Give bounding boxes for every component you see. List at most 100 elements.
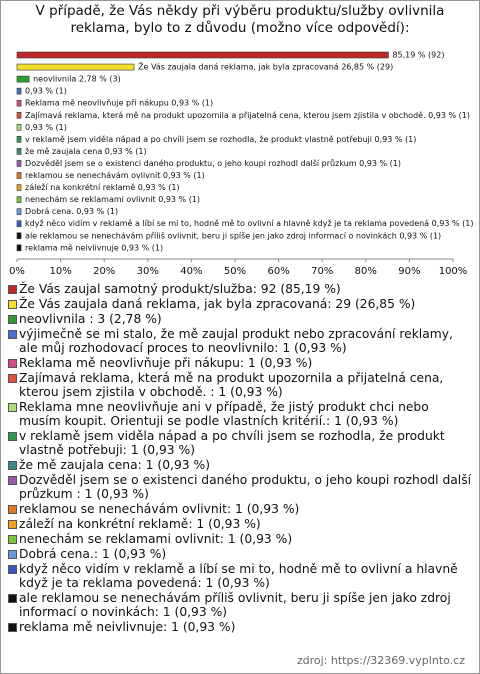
legend-label: v reklamě jsem viděla nápad a po chvíli … [19,429,445,457]
bar-label: Reklama mě neovlivňuje při nákupu 0,93 %… [25,98,213,108]
bar [16,51,389,59]
bar-label: když něco vidím v reklamě a líbí se mi t… [25,219,473,228]
legend-swatch [8,535,17,544]
bar [16,148,22,155]
legend-label: že mě zaujala cena: 1 (0,93 %) [19,458,210,472]
legend-swatch [8,594,17,603]
legend-label: Reklama mne neovlivňuje ani v případě, ž… [19,400,429,428]
bar-label: záleží na konkrétní reklamě 0,93 % (1) [25,182,180,192]
legend-swatch [8,565,17,574]
legend-label: Zajímavá reklama, která mě na produkt up… [19,371,444,399]
x-tick-label: 0% [9,266,25,277]
legend-label: Dozvěděl jsem se o existenci daného prod… [19,473,472,501]
bar-label: neovlivnila 2,78 % (3) [33,75,121,84]
bar [16,244,22,252]
legend-item: záleží na konkrétní reklamě: 1 (0,93 %) [7,517,473,531]
bar-label: 85,19 % (92) [392,51,444,60]
bar [16,87,22,95]
legend-label: když něco vidím v reklamě a líbí se mi t… [19,562,458,590]
x-tick-label: 90% [398,266,420,277]
chart: 0% 10% 20% 30% 40% 50% 60% 70% 80% 90% 100% 85,19 %… [9,51,473,278]
bar [16,99,22,107]
bar-label: ale reklamou se nenechávám příliš ovlivn… [25,230,441,240]
bar [16,184,22,191]
legend-item: Dozvěděl jsem se o existenci daného prod… [7,473,473,501]
source: zdroj: https://32369.vyplnto.cz [296,654,465,667]
legend-label: Že Vás zaujala daná reklama, jak byla zp… [19,297,416,311]
legend-item: Reklama mě neovlivňuje při nákupu: 1 (0,… [7,356,473,370]
legend-item: Reklama mne neovlivňuje ani v případě, ž… [7,400,473,428]
x-tick-label: 20% [93,266,115,277]
bar [16,232,22,240]
legend-item: že mě zaujala cena: 1 (0,93 %) [7,458,473,472]
x-tick-label: 70% [311,266,333,277]
legend-item: výjimečně se mi stalo, že mě zaujal prod… [7,327,473,355]
x-tick-label: 40% [180,266,202,277]
legend-item: Že Vás zaujala daná reklama, jak byla zp… [7,297,473,311]
x-tick-label: 60% [267,266,289,277]
bar-label: Že Vás zaujala daná reklama, jak byla zp… [138,61,393,72]
legend-label: Reklama mě neovlivňuje při nákupu: 1 (0,… [19,356,313,370]
legend-label: záleží na konkrétní reklamě: 1 (0,93 %) [19,517,261,531]
x-tick-label: 30% [137,266,159,277]
bar-label: Zajímavá reklama, která mě na produkt up… [25,111,470,120]
legend-swatch [8,330,17,339]
legend-item: Zajímavá reklama, která mě na produkt up… [7,371,473,399]
bar [16,160,22,167]
legend-label: Že Vás zaujal samotný produkt/služba: 92… [19,282,341,296]
legend-label: nenechám se reklamami ovlivnit: 1 (0,93 … [19,532,293,546]
legend-label: neovlivnila : 3 (2,78 %) [19,312,162,326]
bar-label: Dozvěděl jsem se o existenci daného prod… [25,158,401,168]
x-tick-label: 80% [355,266,377,277]
x-tick-label: 10% [49,266,71,277]
bar [16,208,22,215]
legend-item: nenechám se reklamami ovlivnit: 1 (0,93 … [7,532,473,546]
legend-label: výjimečně se mi stalo, že mě zaujal prod… [19,327,453,355]
legend-swatch [8,520,17,529]
legend-label: reklamou se nenechávám ovlivnit: 1 (0,93… [19,502,300,516]
bar-label: Dobrá cena. 0,93 % (1) [25,207,118,216]
legend-label: Dobrá cena.: 1 (0,93 %) [19,547,167,561]
legend-item: když něco vidím v reklamě a líbí se mi t… [7,562,473,590]
bar [16,75,30,83]
legend-label: reklama mě neivlivnuje: 1 (0,93 %) [19,620,236,634]
legend-item: ale reklamou se nenechávám příliš ovlivn… [7,591,473,619]
bar-label: 0,93 % (1) [25,87,67,96]
legend-swatch [8,374,17,383]
bar [16,111,22,119]
legend: Že Vás zaujal samotný produkt/služba: 92… [7,282,473,635]
legend-item: v reklamě jsem viděla nápad a po chvíli … [7,429,473,457]
bar-label: že mě zaujala cena 0,93 % (1) [25,147,147,156]
legend-swatch [8,550,17,559]
legend-swatch [8,623,17,632]
bar [16,136,22,143]
legend-swatch [8,403,17,412]
legend-swatch [8,432,17,441]
bar [16,63,135,71]
legend-swatch [8,505,17,514]
bar-label: nenechám se reklamami ovlivnit 0,93 % (1… [25,195,200,204]
legend-item: reklama mě neivlivnuje: 1 (0,93 %) [7,620,473,634]
bar-label: v reklamě jsem viděla nápad a po chvíli … [25,135,416,144]
legend-item: Dobrá cena.: 1 (0,93 %) [7,547,473,561]
bar [16,124,22,131]
legend-item: Že Vás zaujal samotný produkt/služba: 92… [7,282,473,296]
legend-swatch [8,300,17,309]
chart-title: V případě, že Vás někdy při výběru produ… [35,3,445,36]
legend-swatch [8,476,17,485]
x-tick-label: 50% [224,266,246,277]
bar [16,172,22,179]
bar-label: reklama mě neivlivnuje 0,93 % (1) [25,243,163,252]
legend-swatch [8,285,17,294]
bar [16,196,22,203]
bar-label: 0,93 % (1) [25,123,67,132]
bar-label: reklamou se nenechávám ovlivnit 0,93 % (… [25,171,205,180]
legend-swatch [8,315,17,324]
legend-label: ale reklamou se nenechávám příliš ovlivn… [19,591,451,619]
bar [16,220,22,227]
legend-swatch [8,461,17,470]
legend-swatch [8,359,17,368]
legend-item: reklamou se nenechávám ovlivnit: 1 (0,93… [7,502,473,516]
legend-item: neovlivnila : 3 (2,78 %) [7,312,473,326]
